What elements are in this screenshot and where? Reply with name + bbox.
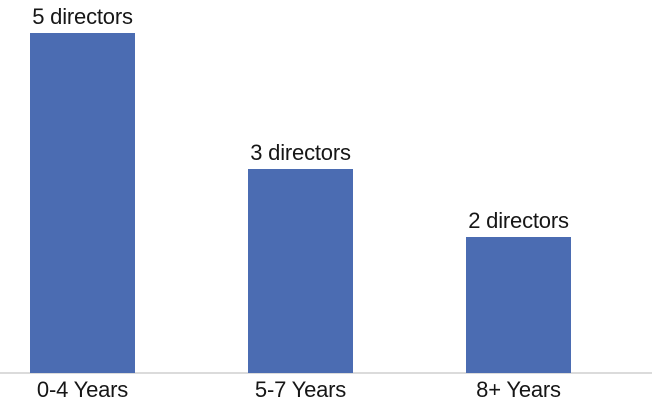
x-axis-tick-label: 0-4 Years [36, 377, 129, 402]
bar-group: 3 directors 5-7 Years [213, 0, 389, 406]
bar [466, 237, 571, 373]
x-axis-tick-label: 8+ Years [476, 377, 561, 402]
bar-value-label: 5 directors [32, 4, 133, 29]
bar-value-label: 3 directors [250, 140, 351, 165]
bar [30, 33, 135, 373]
bar-value-label: 2 directors [468, 208, 569, 233]
x-axis-line [0, 372, 652, 374]
bar-group: 5 directors 0-4 Years [0, 0, 171, 406]
bar [248, 169, 353, 373]
x-axis-tick-label: 5-7 Years [254, 377, 347, 402]
bar-group: 2 directors 8+ Years [431, 0, 607, 406]
